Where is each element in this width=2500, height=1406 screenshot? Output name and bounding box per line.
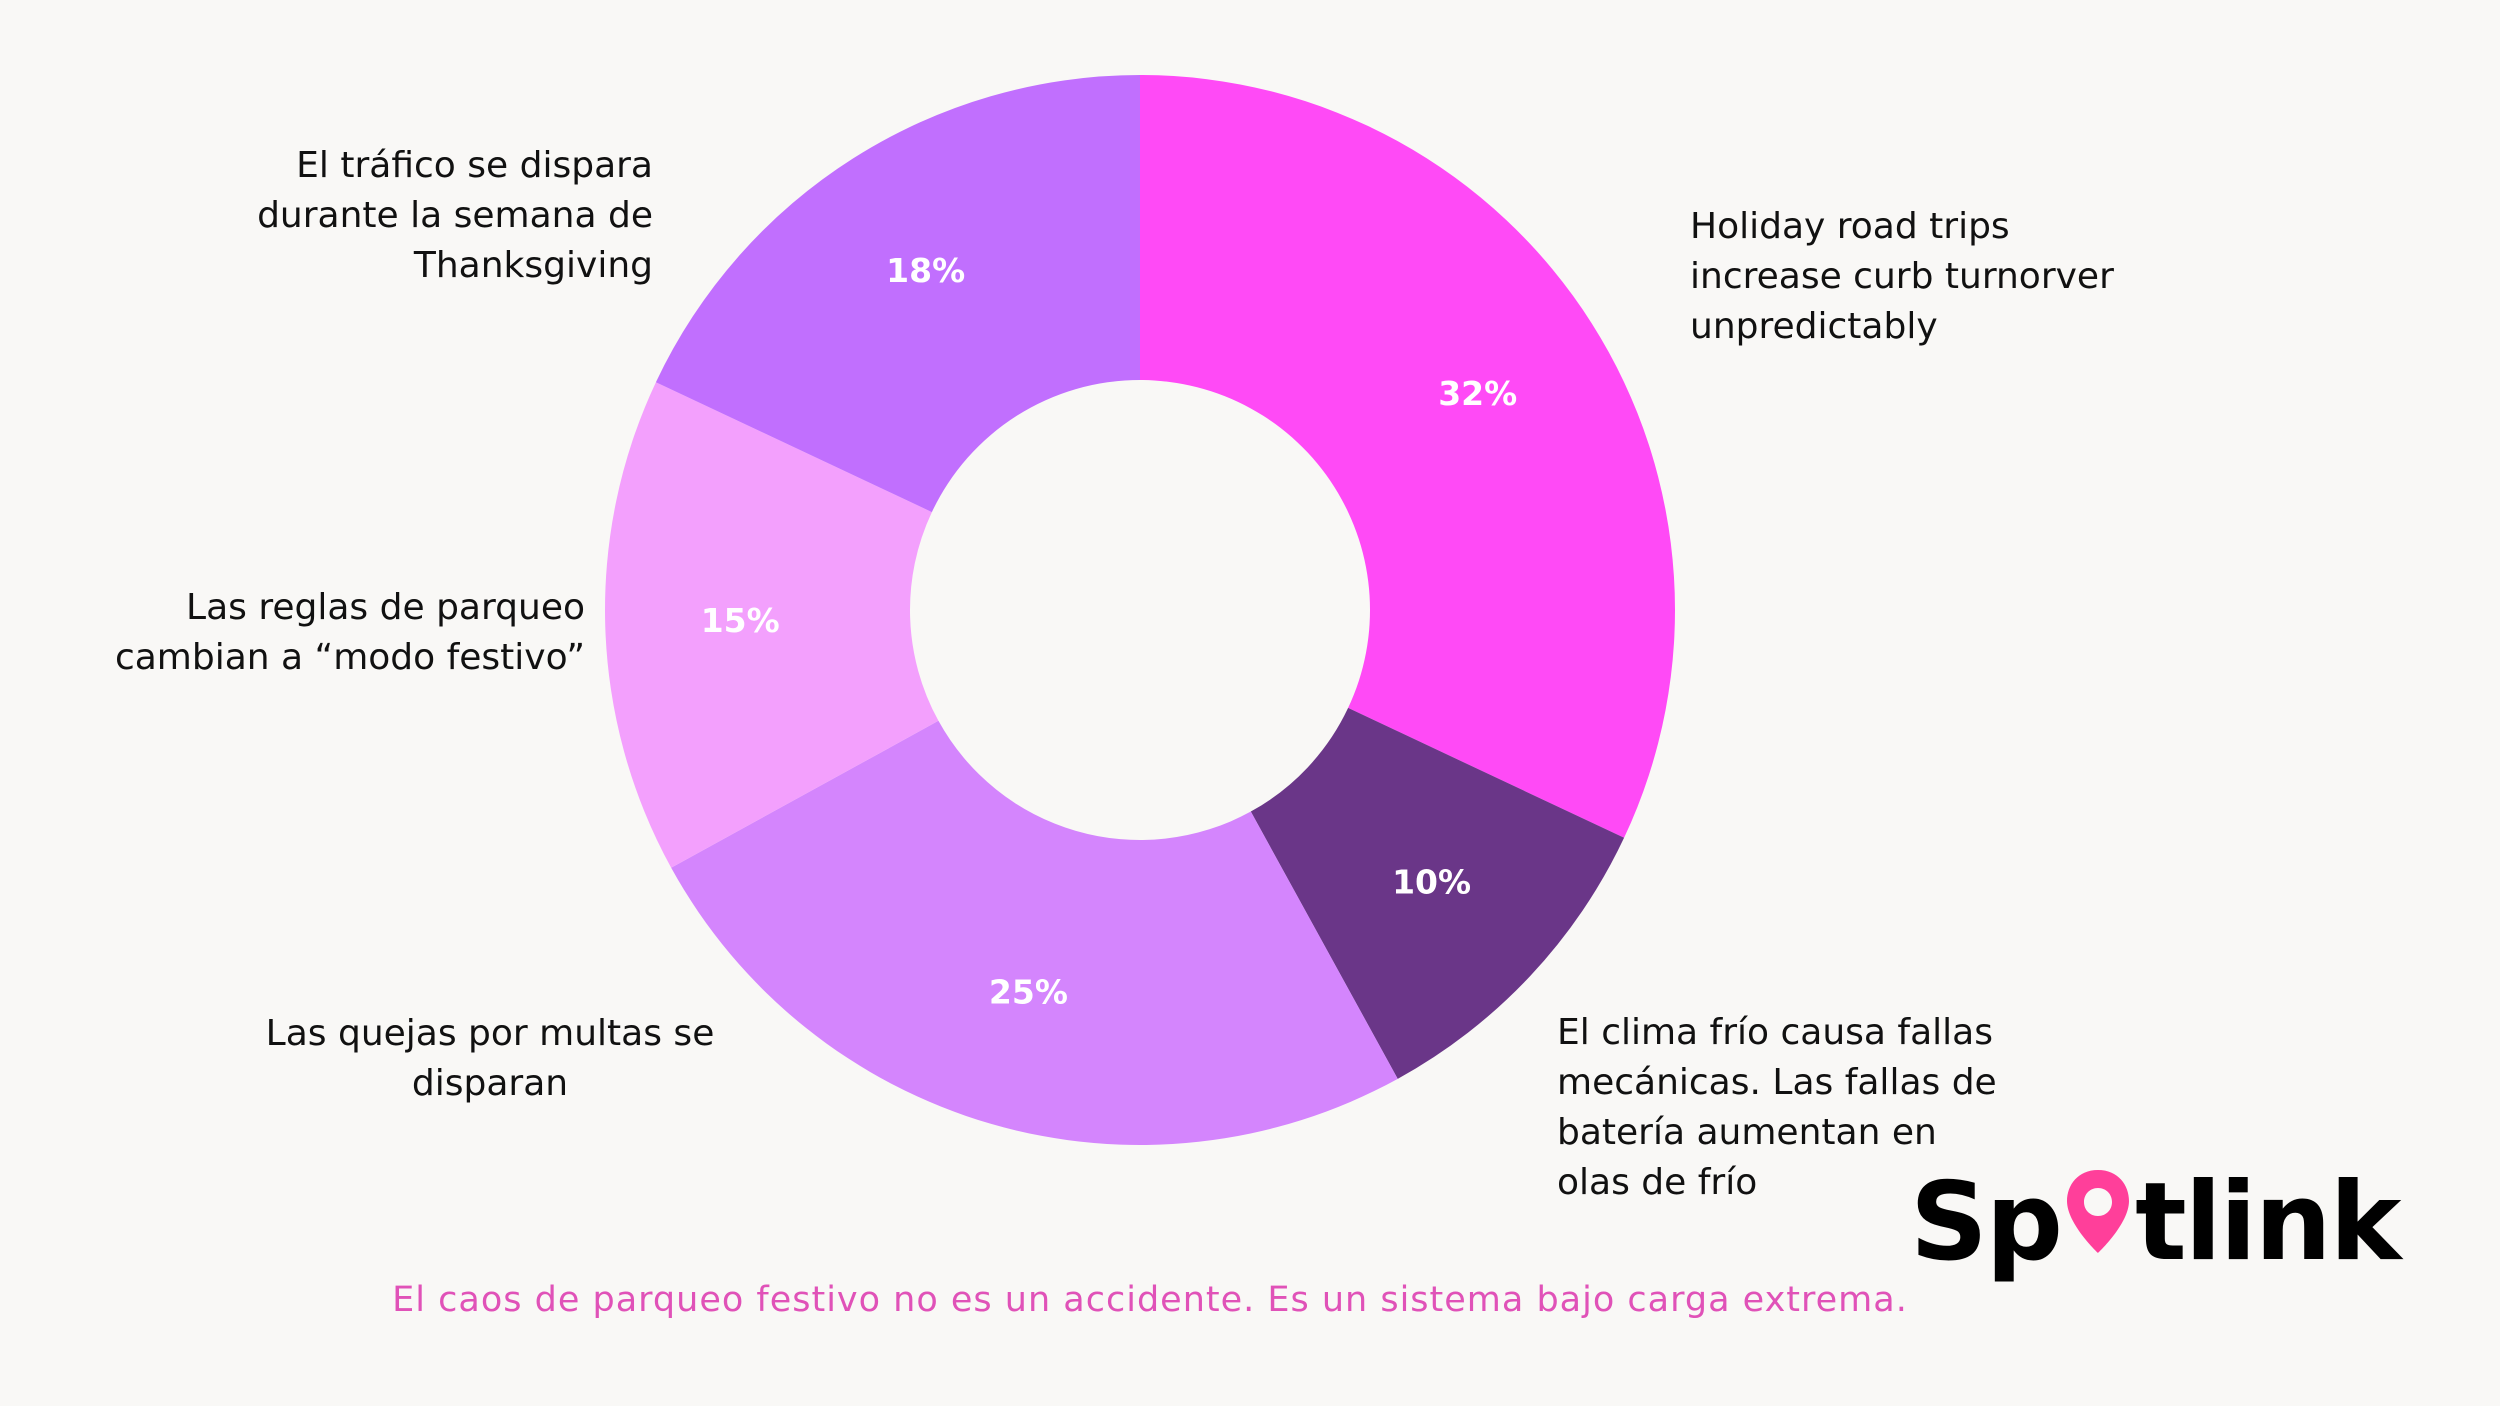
annotation-trafico-thanksgiving: El tráfico se dispara durante la semana … bbox=[257, 145, 653, 286]
annotation-holiday-road-trips: Holiday road trips increase curb turnorv… bbox=[1690, 206, 2114, 347]
slice-value-label-4: 18% bbox=[886, 251, 965, 290]
slice-value-label-3: 15% bbox=[701, 601, 780, 640]
donut-slice-1 bbox=[1250, 707, 1625, 1079]
logo-text-start: Sp bbox=[1910, 1160, 2063, 1285]
slice-value-label-2: 25% bbox=[989, 973, 1068, 1012]
donut-slice-4 bbox=[655, 75, 1140, 513]
map-pin-icon bbox=[2067, 1170, 2130, 1253]
donut-slice-0 bbox=[1140, 75, 1676, 838]
spotlink-logo: Sp tlink bbox=[1910, 1158, 2401, 1288]
donut-slice-2 bbox=[671, 720, 1398, 1145]
donut-slice-3 bbox=[605, 382, 939, 868]
logo-text-end: tlink bbox=[2135, 1160, 2401, 1285]
annotation-reglas-parqueo: Las reglas de parqueo cambian a “modo fe… bbox=[114, 587, 585, 678]
footer-caption: El caos de parqueo festivo no es un acci… bbox=[392, 1280, 1908, 1320]
annotation-clima-frio: El clima frío causa fallas mecánicas. La… bbox=[1557, 1012, 1997, 1203]
annotation-quejas-multas: Las quejas por multas se disparan bbox=[265, 1013, 715, 1104]
slice-value-label-1: 10% bbox=[1392, 862, 1471, 901]
slice-value-label-0: 32% bbox=[1438, 374, 1517, 413]
